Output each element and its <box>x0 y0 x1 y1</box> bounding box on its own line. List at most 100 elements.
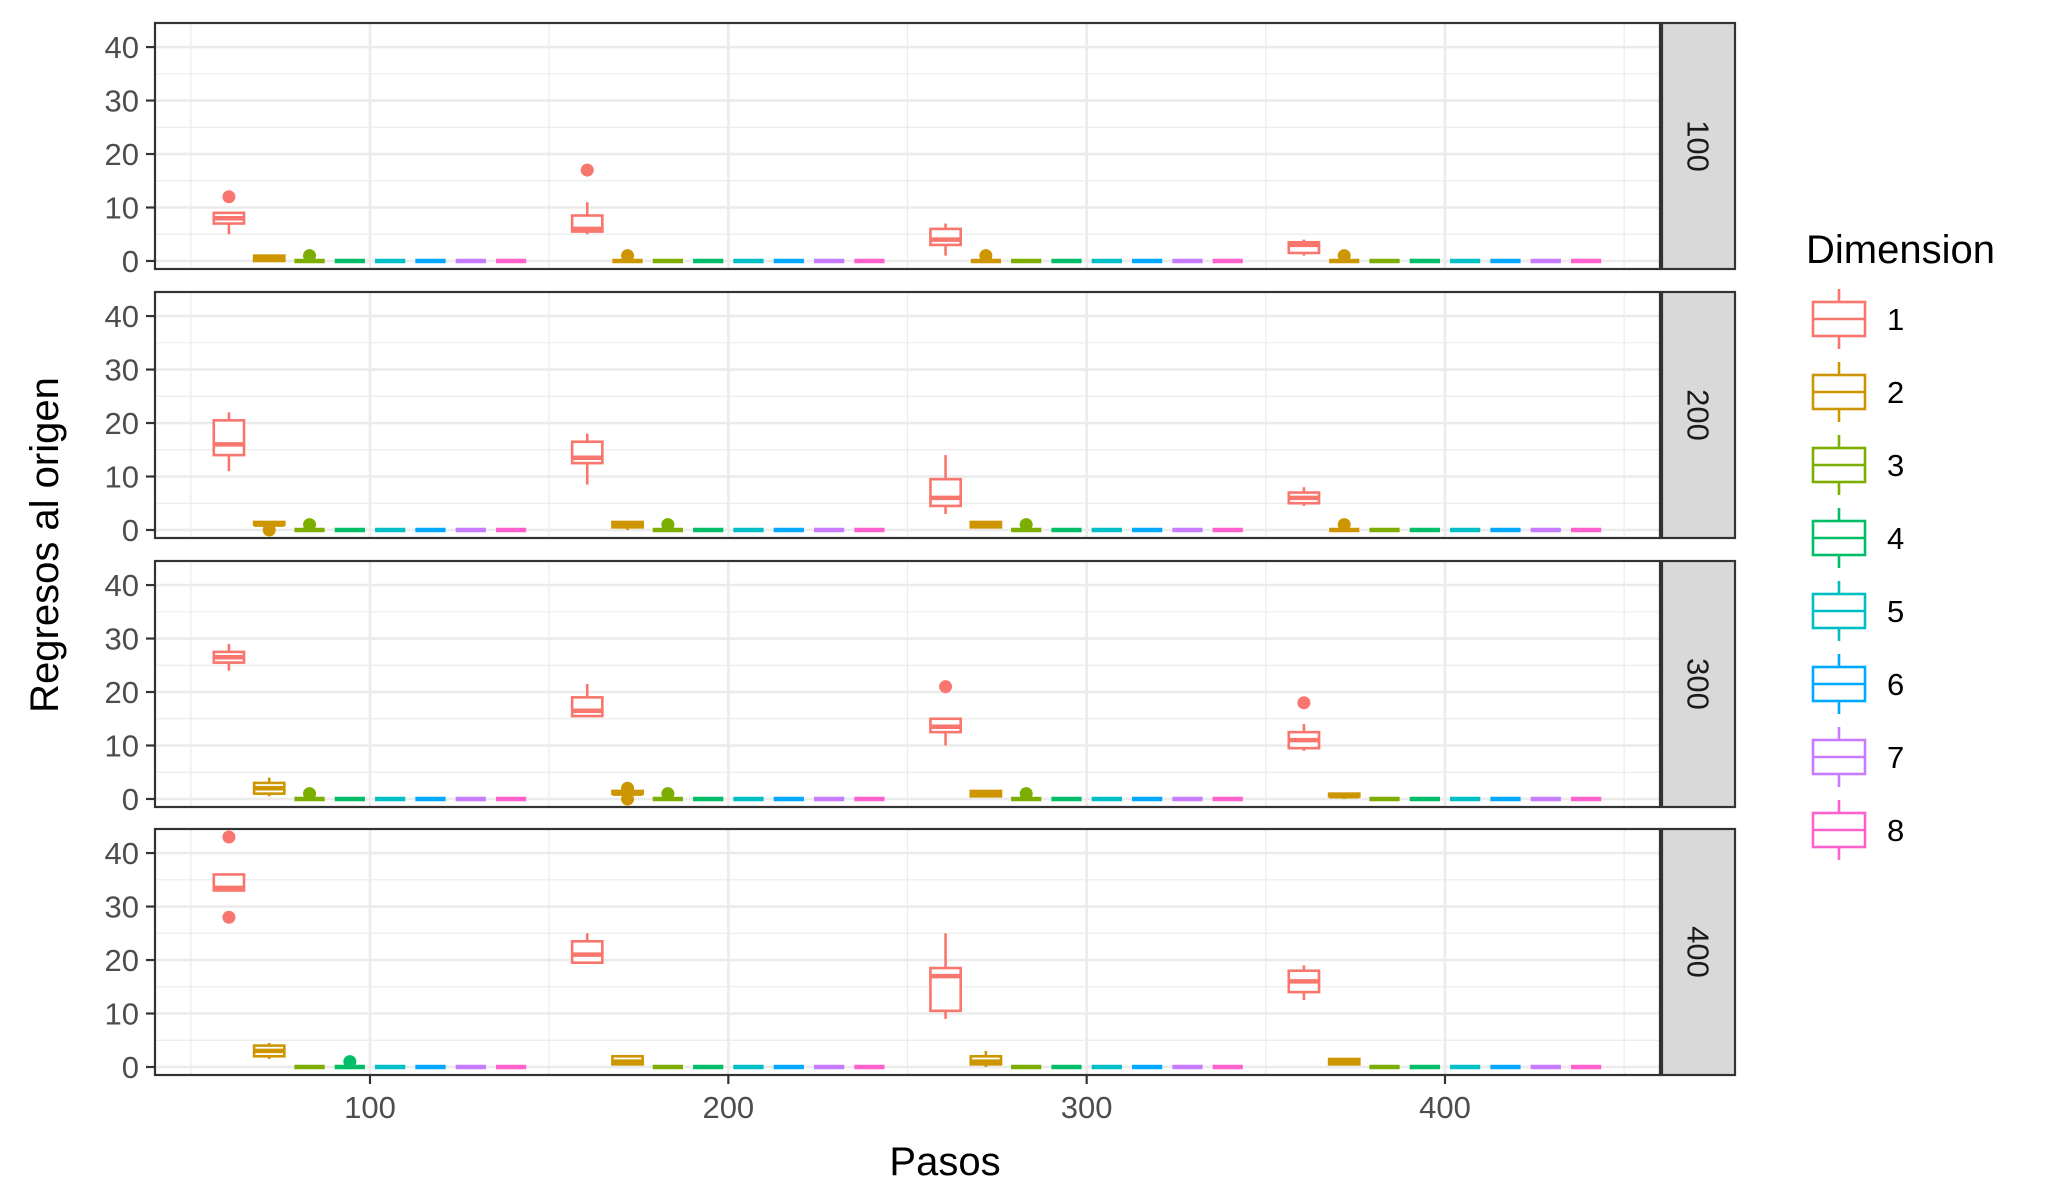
outlier-point <box>979 249 993 263</box>
box <box>212 830 246 924</box>
outlier-point <box>262 523 276 537</box>
legend-item: 8 <box>1811 800 1904 860</box>
facet-panel: 0 10 20 30 40 300 <box>105 559 1737 817</box>
box <box>570 163 604 235</box>
legend-label: 1 <box>1887 302 1904 337</box>
box <box>929 933 962 1019</box>
box <box>929 223 962 256</box>
box <box>212 412 246 472</box>
legend-item: 6 <box>1811 654 1904 714</box>
box <box>252 1042 286 1059</box>
legend-item: 2 <box>1811 362 1904 422</box>
legend-item: 4 <box>1811 508 1904 568</box>
legend-item: 7 <box>1811 727 1904 787</box>
box <box>1011 518 1042 533</box>
outlier-point <box>303 249 317 263</box>
legend-label: 6 <box>1887 667 1904 702</box>
box-iqr <box>570 696 604 718</box>
box <box>334 1055 365 1070</box>
box <box>652 518 683 533</box>
y-tick-label: 0 <box>122 513 139 548</box>
box <box>294 787 325 802</box>
box <box>1011 787 1042 802</box>
box <box>294 249 325 264</box>
facet-panels: 0 10 20 30 40 100 0 10 20 30 40 200 0 10 20 30 40 300 0 10 2… <box>105 21 1737 1085</box>
box <box>1287 239 1321 256</box>
box-iqr <box>929 227 962 247</box>
box <box>611 1054 644 1066</box>
x-tick-label: 300 <box>1061 1090 1113 1125</box>
box <box>1329 249 1360 264</box>
y-tick-label: 10 <box>105 191 139 226</box>
outlier-point <box>939 680 953 694</box>
box <box>294 518 325 533</box>
box <box>652 787 683 802</box>
box <box>1287 696 1321 751</box>
box-iqr <box>212 419 246 457</box>
outlier-point <box>621 781 635 795</box>
box <box>1287 487 1321 506</box>
legend: Dimension 1 2 3 4 5 6 7 8 <box>1806 228 1995 860</box>
facet-strip <box>1660 290 1737 540</box>
y-tick-label: 0 <box>122 782 139 817</box>
x-axis-title: Pasos <box>889 1140 1000 1184</box>
x-tick-label: 400 <box>1419 1090 1471 1125</box>
y-tick-label: 20 <box>105 137 139 172</box>
box-iqr <box>929 477 962 508</box>
outlier-point <box>1337 518 1351 532</box>
box <box>969 520 1003 529</box>
box <box>252 520 286 537</box>
outlier-point <box>661 518 675 532</box>
box <box>212 190 246 235</box>
outlier-point <box>222 830 236 844</box>
facet-panel: 0 10 20 30 40 200 <box>105 290 1737 548</box>
legend-label: 4 <box>1887 521 1904 556</box>
box <box>929 455 962 514</box>
box <box>212 643 246 671</box>
facet-strip-label: 400 <box>1681 926 1716 978</box>
y-axis-title: Regresos al origen <box>23 377 67 713</box>
x-axis: 100 200 300 400 <box>344 1075 1471 1125</box>
outlier-point <box>303 518 317 532</box>
y-tick-label: 40 <box>105 299 139 334</box>
legend-label: 2 <box>1887 375 1904 410</box>
y-tick-label: 40 <box>105 30 139 65</box>
x-tick-label: 100 <box>344 1090 396 1125</box>
box <box>252 777 286 797</box>
panel-border <box>153 290 1662 540</box>
facet-strip-label: 200 <box>1681 389 1716 441</box>
box <box>1329 518 1360 533</box>
y-tick-label: 30 <box>105 890 139 925</box>
box <box>252 254 286 263</box>
facet-panel: 0 10 20 30 40 400 <box>105 827 1737 1085</box>
outlier-point <box>621 792 635 806</box>
facet-strip <box>1660 21 1737 271</box>
legend-label: 5 <box>1887 594 1904 629</box>
outlier-point <box>621 249 635 263</box>
outlier-point <box>580 163 594 177</box>
outlier-point <box>1019 787 1033 801</box>
box <box>969 789 1003 798</box>
facet-strip-label: 100 <box>1681 120 1716 172</box>
outlier-point <box>303 787 317 801</box>
legend-label: 7 <box>1887 740 1904 775</box>
box <box>611 520 644 530</box>
y-tick-label: 10 <box>105 997 139 1032</box>
y-tick-label: 20 <box>105 675 139 710</box>
box <box>570 433 604 485</box>
box <box>970 249 1002 264</box>
box <box>1327 1057 1361 1066</box>
box <box>570 933 604 964</box>
box-iqr <box>1287 240 1321 255</box>
outlier-point <box>661 787 675 801</box>
outlier-point <box>222 190 236 204</box>
legend-label: 3 <box>1887 448 1904 483</box>
legend-item: 5 <box>1811 581 1904 641</box>
y-tick-label: 40 <box>105 836 139 871</box>
outlier-point <box>222 910 236 924</box>
facet-strip <box>1660 559 1737 809</box>
box <box>929 680 962 746</box>
legend-item: 1 <box>1811 289 1904 349</box>
y-tick-label: 40 <box>105 568 139 603</box>
